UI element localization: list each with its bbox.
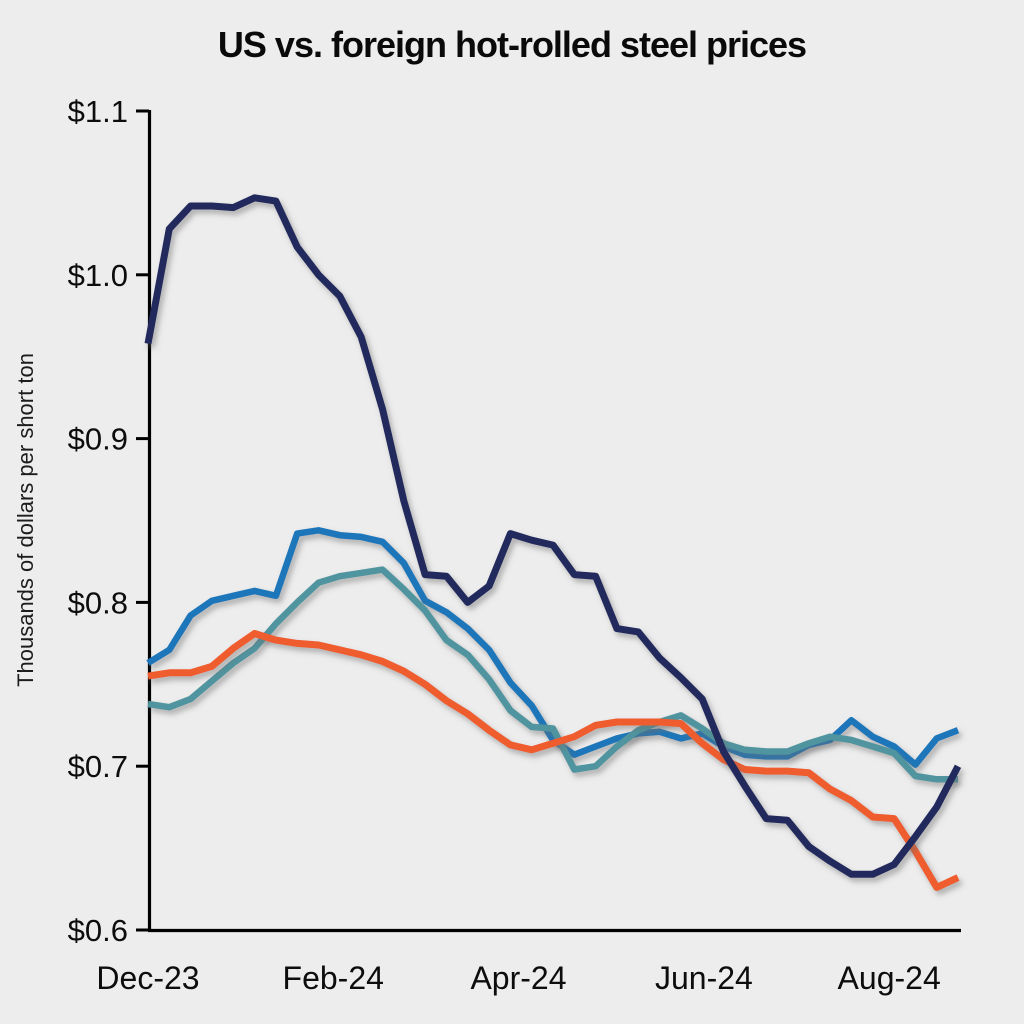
x-tick-label: Apr-24: [470, 960, 566, 996]
y-tick-label: $0.6: [68, 913, 128, 948]
x-tick-label: Aug-24: [838, 960, 941, 996]
chart-title: US vs. foreign hot-rolled steel prices: [217, 24, 807, 65]
series-teal-line: [147, 566, 958, 783]
y-tick-label: $0.8: [68, 585, 128, 620]
y-tick-label: $0.9: [68, 422, 128, 457]
series-navy-line: [144, 194, 962, 878]
x-tick-label: Dec-23: [96, 960, 199, 996]
x-tick-label: Feb-24: [283, 960, 384, 996]
y-tick-label: $1.1: [68, 94, 128, 129]
series-orange-line: [147, 630, 960, 891]
y-tick-label: $0.7: [68, 749, 128, 784]
x-tick-label: Jun-24: [655, 960, 753, 996]
y-tick-label: $1.0: [68, 258, 128, 293]
